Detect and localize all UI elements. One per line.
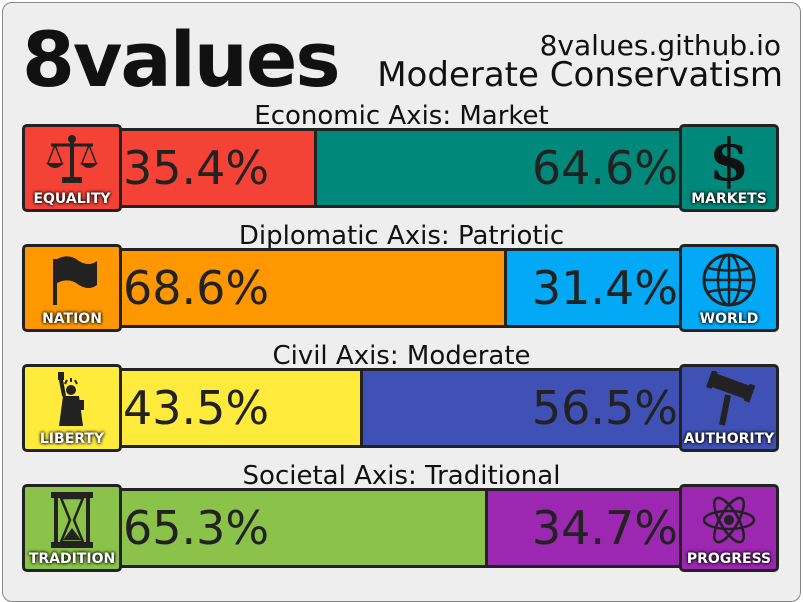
markets-badge: $ MARKETS xyxy=(679,124,779,212)
scales-icon xyxy=(25,129,119,191)
right-segment: 34.7% xyxy=(488,491,688,565)
axis-row-civil: 43.5% 56.5% LIBERTY xyxy=(22,364,779,452)
icon-label: EQUALITY xyxy=(33,191,111,207)
axis-title-economic: Economic Axis: Market xyxy=(254,101,549,131)
icon-label: PROGRESS xyxy=(686,551,772,567)
icon-label: NATION xyxy=(42,311,102,327)
axis-row-societal: 65.3% 34.7% TRADITION xyxy=(22,484,779,572)
left-segment: 68.6% xyxy=(113,251,508,325)
site-url: 8values.github.io xyxy=(539,29,781,62)
icon-label: TRADITION xyxy=(28,551,116,567)
gavel-icon xyxy=(682,369,776,431)
atom-icon xyxy=(682,489,776,551)
flag-icon xyxy=(25,249,119,311)
globe-icon xyxy=(682,249,776,311)
axis-row-diplomatic: 68.6% 31.4% NATION WORLD xyxy=(22,244,779,332)
left-percentage: 43.5% xyxy=(123,381,270,435)
axis-bar: 43.5% 56.5% xyxy=(110,368,691,448)
logo-title: 8values xyxy=(22,15,341,104)
world-badge: WORLD xyxy=(679,244,779,332)
axis-bar: 35.4% 64.6% xyxy=(110,128,691,208)
axis-title-civil: Civil Axis: Moderate xyxy=(272,341,531,371)
left-percentage: 35.4% xyxy=(123,141,270,195)
liberty-badge: LIBERTY xyxy=(22,364,122,452)
right-segment: 31.4% xyxy=(507,251,688,325)
left-segment: 43.5% xyxy=(113,371,364,445)
left-segment: 35.4% xyxy=(113,131,317,205)
progress-badge: PROGRESS xyxy=(679,484,779,572)
right-percentage: 34.7% xyxy=(531,501,678,555)
right-percentage: 64.6% xyxy=(531,141,678,195)
hourglass-icon xyxy=(25,489,119,551)
axis-bar: 65.3% 34.7% xyxy=(110,488,691,568)
left-percentage: 65.3% xyxy=(123,501,270,555)
right-segment: 64.6% xyxy=(316,131,688,205)
icon-label: AUTHORITY xyxy=(683,431,775,447)
icon-label: LIBERTY xyxy=(39,431,105,447)
svg-text:$: $ xyxy=(709,130,749,190)
right-percentage: 31.4% xyxy=(531,261,678,315)
dollar-icon: $ xyxy=(682,129,776,191)
axis-row-economic: 35.4% 64.6% EQUALITY $ xyxy=(22,124,779,212)
axis-title-diplomatic: Diplomatic Axis: Patriotic xyxy=(238,221,565,251)
axis-title-societal: Societal Axis: Traditional xyxy=(242,461,561,491)
statue-of-liberty-icon xyxy=(25,369,119,431)
icon-label: WORLD xyxy=(699,311,759,327)
icon-label: MARKETS xyxy=(691,191,767,207)
tradition-badge: TRADITION xyxy=(22,484,122,572)
left-percentage: 68.6% xyxy=(123,261,270,315)
left-segment: 65.3% xyxy=(113,491,489,565)
equality-badge: EQUALITY xyxy=(22,124,122,212)
ideology-label: Moderate Conservatism xyxy=(377,55,783,95)
axis-bar: 68.6% 31.4% xyxy=(110,248,691,328)
nation-badge: NATION xyxy=(22,244,122,332)
right-segment: 56.5% xyxy=(363,371,688,445)
right-percentage: 56.5% xyxy=(531,381,678,435)
authority-badge: AUTHORITY xyxy=(679,364,779,452)
